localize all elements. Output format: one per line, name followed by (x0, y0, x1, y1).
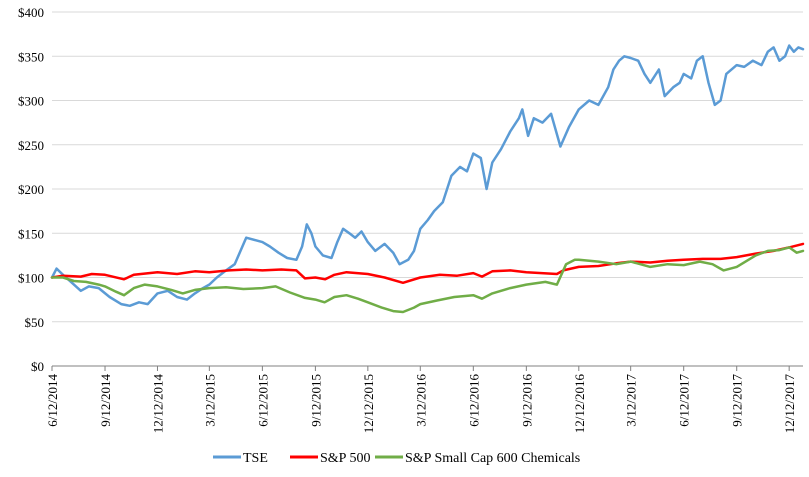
x-tick-label: 12/12/2016 (572, 374, 587, 434)
series-line (50, 246, 805, 314)
x-tick-label: 3/12/2015 (202, 374, 217, 427)
x-tick-label: 9/12/2015 (308, 374, 323, 427)
legend-label: S&P Small Cap 600 Chemicals (405, 451, 580, 466)
y-tick-label: $0 (31, 359, 44, 374)
y-tick-label: $100 (18, 271, 44, 286)
x-tick-label: 12/12/2015 (361, 374, 376, 433)
y-tick-label: $250 (18, 138, 44, 153)
x-tick-label: 6/12/2016 (466, 374, 481, 427)
x-tick-label: 3/12/2017 (624, 374, 639, 427)
x-tick-label: 12/12/2014 (150, 374, 165, 434)
series-line (50, 44, 805, 308)
y-tick-label: $150 (18, 226, 44, 241)
legend-label: S&P 500 (320, 451, 370, 466)
x-tick-label: 6/12/2017 (677, 374, 692, 427)
x-tick-label: 6/12/2014 (45, 374, 60, 427)
y-tick-label: $50 (25, 315, 45, 330)
legend-label: TSE (243, 451, 268, 466)
x-tick-label: 9/12/2017 (730, 374, 745, 427)
x-tick-label: 12/12/2017 (782, 374, 797, 434)
series-line (50, 242, 805, 285)
y-tick-label: $400 (18, 5, 44, 20)
x-tick-label: 9/12/2014 (98, 374, 113, 427)
x-tick-label: 9/12/2016 (519, 374, 534, 427)
x-tick-label: 3/12/2016 (413, 374, 428, 427)
y-tick-label: $300 (18, 94, 44, 109)
y-tick-label: $350 (18, 49, 44, 64)
x-tick-label: 6/12/2015 (255, 374, 270, 427)
y-tick-label: $200 (18, 182, 44, 197)
